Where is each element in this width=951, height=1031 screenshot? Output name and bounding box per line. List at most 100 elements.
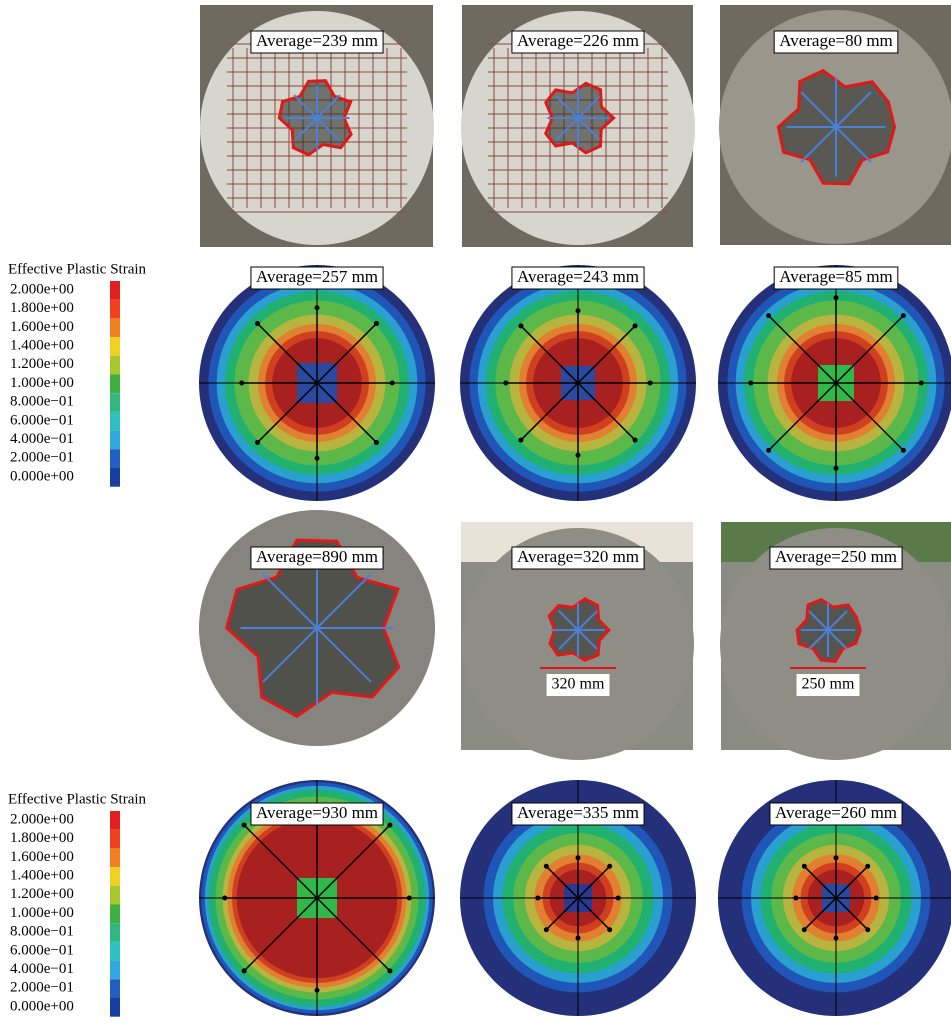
- legend-swatch: [110, 375, 120, 394]
- average-label: Average=335 mm: [517, 803, 639, 822]
- average-label: Average=260 mm: [775, 803, 897, 822]
- figure: Effective Plastic Strain 2.000e+00 1.800e+…: [0, 0, 951, 1031]
- arrow-head: [576, 308, 581, 313]
- arrow-head: [242, 968, 247, 973]
- legend-swatch: [110, 811, 120, 830]
- average-label: Average=257 mm: [256, 267, 378, 286]
- legend-swatch: [110, 300, 120, 319]
- arrow-head: [865, 927, 870, 932]
- arrow-head: [834, 936, 839, 941]
- legend-swatch: [110, 998, 120, 1017]
- legend-swatch: [110, 867, 120, 886]
- arrow-head: [407, 896, 412, 901]
- arrow-head: [503, 381, 508, 386]
- legend-label: 0.000e+00: [10, 468, 74, 484]
- arrow-head: [633, 438, 638, 443]
- arrow-head: [576, 453, 581, 458]
- average-label: Average=226 mm: [517, 31, 639, 50]
- legend-swatch: [110, 923, 120, 942]
- scale-label: 320 mm: [552, 676, 605, 693]
- arrow-head: [616, 896, 621, 901]
- arrow-head: [834, 466, 839, 471]
- average-label: Average=239 mm: [256, 31, 378, 50]
- legend-swatch: [110, 830, 120, 849]
- average-label: Average=85 mm: [779, 267, 893, 286]
- arrow-head: [607, 864, 612, 869]
- arrow-head: [387, 823, 392, 828]
- arrow-head: [648, 381, 653, 386]
- arrow-head: [315, 305, 320, 310]
- legend-label: 2.000e−01: [10, 980, 74, 996]
- legend-label: 1.600e+00: [10, 319, 74, 335]
- legend-title: Effective Plastic Strain: [8, 791, 147, 807]
- arrow-head: [748, 381, 753, 386]
- arrow-head: [766, 448, 771, 453]
- average-label: Average=890 mm: [256, 547, 378, 566]
- legend-label: 1.800e+00: [10, 300, 74, 316]
- legend-swatch: [110, 281, 120, 300]
- legend-swatch: [110, 468, 120, 487]
- average-label: Average=930 mm: [256, 803, 378, 822]
- scale-label: 250 mm: [802, 676, 855, 693]
- arrow-head: [874, 896, 879, 901]
- average-label: Average=250 mm: [775, 547, 897, 566]
- legend-label: 2.000e−01: [10, 450, 74, 466]
- arrow-head: [242, 823, 247, 828]
- legend-label: 1.800e+00: [10, 830, 74, 846]
- arrow-head: [390, 381, 395, 386]
- arrow-head: [518, 438, 523, 443]
- arrow-head: [255, 440, 260, 445]
- legend-label: 6.000e−01: [10, 412, 74, 428]
- arrow-head: [315, 456, 320, 461]
- arrow-head: [633, 323, 638, 328]
- legend-swatch: [110, 337, 120, 356]
- legend-label: 1.000e+00: [10, 905, 74, 921]
- legend-label: 2.000e+00: [10, 811, 74, 827]
- arrow-head: [576, 936, 581, 941]
- legend-label: 2.000e+00: [10, 281, 74, 297]
- legend-label: 1.600e+00: [10, 849, 74, 865]
- legend-label: 8.000e−01: [10, 924, 74, 940]
- arrow-head: [374, 440, 379, 445]
- average-label: Average=243 mm: [517, 267, 639, 286]
- arrow-head: [802, 864, 807, 869]
- legend-swatch: [110, 356, 120, 375]
- arrow-head: [607, 927, 612, 932]
- arrow-head: [315, 988, 320, 993]
- legend-label: 6.000e−01: [10, 942, 74, 958]
- arrow-head: [544, 927, 549, 932]
- legend-swatch: [110, 848, 120, 867]
- arrow-head: [374, 321, 379, 326]
- arrow-head: [255, 321, 260, 326]
- arrow-head: [793, 896, 798, 901]
- arrow-head: [576, 855, 581, 860]
- legend-title: Effective Plastic Strain: [8, 261, 147, 277]
- legend-swatch: [110, 905, 120, 924]
- arrow-head: [919, 381, 924, 386]
- legend-label: 1.200e+00: [10, 356, 74, 372]
- legend-swatch: [110, 431, 120, 450]
- legend-swatch: [110, 412, 120, 431]
- legend-label: 1.400e+00: [10, 868, 74, 884]
- arrow-head: [834, 295, 839, 300]
- average-label: Average=320 mm: [517, 547, 639, 566]
- legend-swatch: [110, 393, 120, 412]
- legend-label: 8.000e−01: [10, 394, 74, 410]
- average-label: Average=80 mm: [779, 31, 893, 50]
- legend-label: 1.000e+00: [10, 375, 74, 391]
- arrow-head: [535, 896, 540, 901]
- legend-label: 0.000e+00: [10, 998, 74, 1014]
- arrow-head: [901, 313, 906, 318]
- arrow-head: [387, 968, 392, 973]
- legend-swatch: [110, 886, 120, 905]
- arrow-head: [544, 864, 549, 869]
- legend-swatch: [110, 961, 120, 980]
- legend-label: 4.000e−01: [10, 431, 74, 447]
- legend-swatch: [110, 942, 120, 961]
- legend-swatch: [110, 449, 120, 468]
- arrow-head: [865, 864, 870, 869]
- arrow-head: [834, 855, 839, 860]
- legend-label: 1.200e+00: [10, 886, 74, 902]
- arrow-head: [518, 323, 523, 328]
- arrow-head: [901, 448, 906, 453]
